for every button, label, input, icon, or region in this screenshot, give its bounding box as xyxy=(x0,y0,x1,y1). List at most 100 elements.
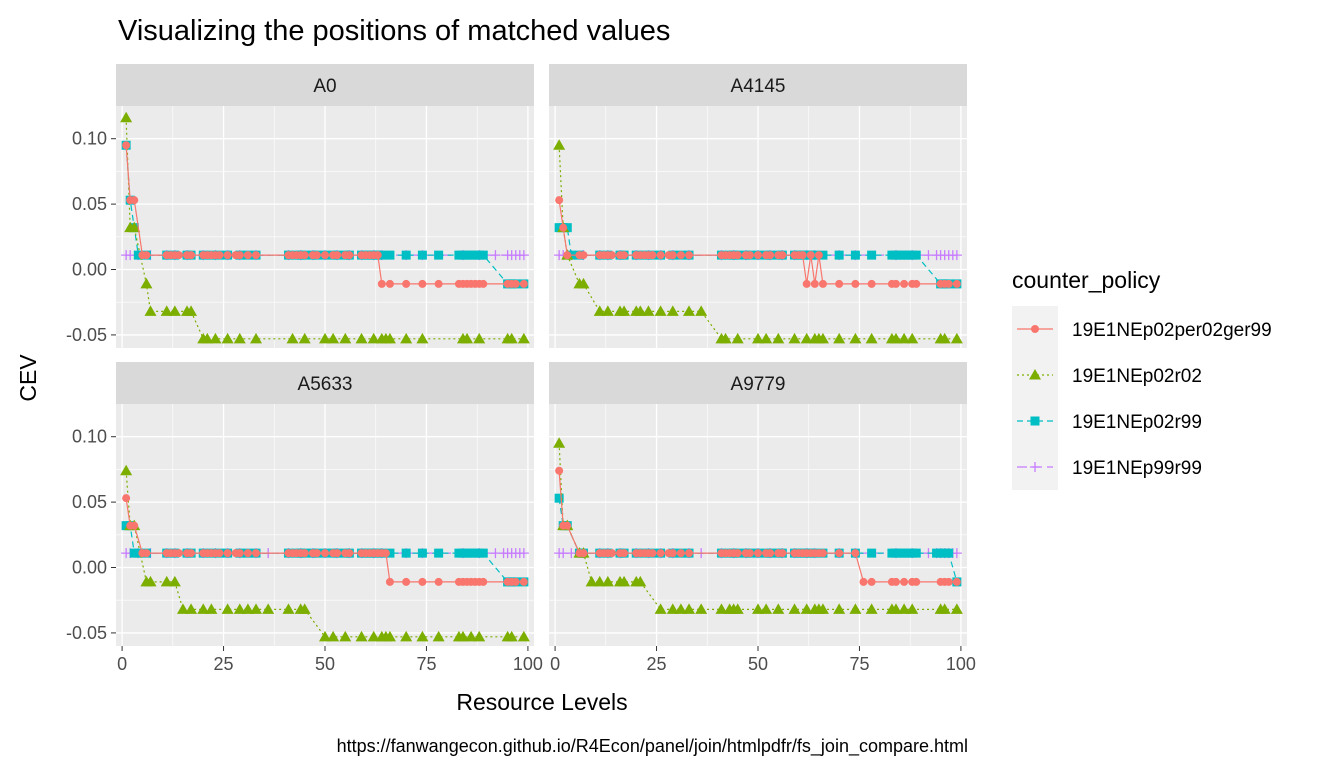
data-point xyxy=(553,437,566,448)
data-point xyxy=(719,332,732,344)
facet-strip xyxy=(116,362,534,404)
data-point xyxy=(562,223,572,233)
data-point xyxy=(593,305,606,316)
data-point xyxy=(802,279,811,288)
facet-strip-label: A0 xyxy=(313,76,336,97)
data-point xyxy=(867,548,877,558)
data-point xyxy=(800,332,813,344)
data-point xyxy=(517,630,530,642)
data-point xyxy=(142,549,151,558)
data-point xyxy=(519,279,528,288)
data-point xyxy=(944,577,953,586)
data-point xyxy=(505,332,518,344)
data-point xyxy=(731,332,744,344)
data-point xyxy=(810,250,820,260)
data-point xyxy=(798,251,807,260)
data-point xyxy=(668,549,677,558)
data-point xyxy=(601,575,614,587)
legend-key-marker xyxy=(1030,462,1040,472)
legend-entry-19e1nep02r02: 19E1NEp02r02 xyxy=(1012,352,1202,398)
y-tick-label: 0.10 xyxy=(72,129,107,149)
data-point xyxy=(174,549,183,558)
data-point xyxy=(668,251,677,260)
facet-panels: -0.05 0.00 0.05 0.10 -0.05 0.00 0.05 0.10 0 25 50 7… xyxy=(66,64,976,674)
data-point xyxy=(733,251,742,260)
x-tick-label: 25 xyxy=(214,654,234,674)
data-point xyxy=(745,549,754,558)
data-point xyxy=(241,603,254,614)
data-point xyxy=(814,251,823,260)
x-tick-label: 100 xyxy=(513,654,543,674)
data-point xyxy=(865,332,878,344)
data-point xyxy=(951,250,962,261)
data-point xyxy=(685,549,694,558)
data-point xyxy=(418,577,427,586)
data-point xyxy=(312,549,321,558)
data-point xyxy=(252,251,261,260)
facet-panel-a5633: A5633 xyxy=(116,362,534,646)
data-point xyxy=(766,549,775,558)
data-point xyxy=(250,603,263,614)
chart-title: Visualizing the positions of matched val… xyxy=(118,15,670,47)
data-point xyxy=(715,603,728,614)
data-point xyxy=(745,251,754,260)
data-point xyxy=(402,577,411,586)
data-point xyxy=(642,305,655,316)
data-point xyxy=(816,332,829,344)
data-point xyxy=(593,575,606,587)
data-point xyxy=(889,332,902,344)
x-tick-label: 50 xyxy=(748,654,768,674)
data-point xyxy=(553,139,566,150)
data-point xyxy=(666,305,679,316)
legend-key-marker xyxy=(1030,416,1040,426)
data-point xyxy=(676,251,685,260)
series-19e1nep02r02 xyxy=(120,111,530,344)
legend: counter_policy 19E1NEp02per02ger99 19E1NE… xyxy=(1012,267,1272,490)
data-point xyxy=(833,603,846,614)
data-point xyxy=(243,251,252,260)
data-point xyxy=(685,251,694,260)
data-point xyxy=(418,279,427,288)
data-point xyxy=(461,332,474,344)
data-point xyxy=(577,277,590,289)
data-point xyxy=(416,332,429,344)
data-point xyxy=(490,250,501,261)
data-point xyxy=(788,603,801,614)
data-point xyxy=(262,603,275,614)
data-point xyxy=(130,196,139,205)
data-point xyxy=(400,332,413,344)
data-point xyxy=(377,279,386,288)
data-point xyxy=(402,279,411,288)
legend-key-marker xyxy=(1031,325,1039,333)
data-point xyxy=(951,548,962,559)
data-point xyxy=(752,603,764,614)
facet-strip-label: A5633 xyxy=(298,374,353,395)
data-point xyxy=(367,630,380,642)
series-19e1nep02per02ger99 xyxy=(555,466,961,586)
data-point xyxy=(607,549,616,558)
data-point xyxy=(168,305,181,316)
data-point xyxy=(656,251,665,260)
data-point xyxy=(401,548,411,558)
data-point xyxy=(333,251,342,260)
data-point xyxy=(818,250,828,260)
data-point xyxy=(434,250,444,260)
series-19e1nep02r02 xyxy=(120,464,530,642)
data-point xyxy=(367,332,380,344)
x-axis-label: Resource Levels xyxy=(456,689,627,715)
data-point xyxy=(555,196,564,205)
data-point xyxy=(938,603,951,614)
data-point xyxy=(209,332,222,344)
data-point xyxy=(223,549,232,558)
x-tick-label: 25 xyxy=(647,654,667,674)
data-point xyxy=(634,305,647,316)
legend-label: 19E1NEp99r99 xyxy=(1072,458,1202,479)
y-tick-label: 0.10 xyxy=(72,427,107,447)
data-point xyxy=(607,251,616,260)
data-point xyxy=(221,603,234,614)
data-point xyxy=(235,251,244,260)
series-19e1nep02per02ger99 xyxy=(122,141,528,288)
data-point xyxy=(160,305,173,316)
data-point xyxy=(140,277,153,289)
data-point xyxy=(478,250,488,260)
